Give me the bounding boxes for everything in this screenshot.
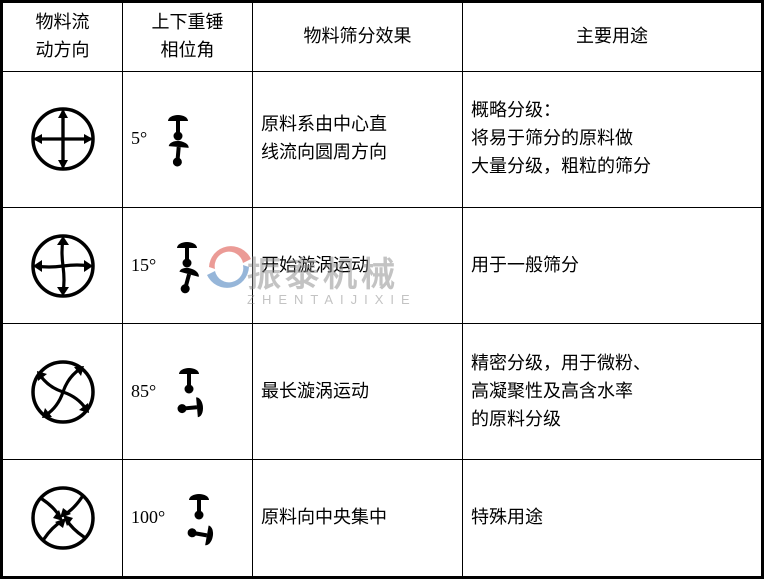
- effect-cell: 原料向中央集中: [253, 460, 463, 577]
- flow-cross-icon: [28, 104, 98, 174]
- hammer-icon: [167, 238, 207, 294]
- hammer-icon: [167, 364, 211, 420]
- screening-table: 物料流动方向 上下重锤相位角 物料筛分效果 主要用途: [2, 2, 762, 577]
- flow-icon-cell: [3, 460, 123, 577]
- angle-label: 5°: [131, 125, 147, 153]
- phase-cell: 15°: [123, 207, 253, 324]
- effect-cell: 开始漩涡运动: [253, 207, 463, 324]
- phase-cell: 85°: [123, 324, 253, 460]
- use-cell: 概略分级：将易于筛分的原料做大量分级，粗粒的筛分: [463, 71, 762, 207]
- flow-icon-cell: [3, 71, 123, 207]
- flow-swirl-slight-icon: [28, 231, 98, 301]
- header-row: 物料流动方向 上下重锤相位角 物料筛分效果 主要用途: [3, 3, 762, 72]
- table-wrapper: 物料流动方向 上下重锤相位角 物料筛分效果 主要用途: [0, 0, 764, 579]
- phase-cell: 100°: [123, 460, 253, 577]
- angle-label: 85°: [131, 378, 156, 406]
- use-cell: 精密分级，用于微粉、高凝聚性及高含水率的原料分级: [463, 324, 762, 460]
- hammer-icon: [158, 111, 198, 167]
- table-row: 85° 最长漩涡运动 精密分级，用于微粉、高凝聚性及高含水率的原料: [3, 324, 762, 460]
- hammer-icon: [176, 490, 222, 546]
- header-phase: 上下重锤相位角: [123, 3, 253, 72]
- table-row: 15° 开始漩涡运动 用于一般筛分: [3, 207, 762, 324]
- angle-label: 15°: [131, 252, 156, 280]
- phase-cell: 5°: [123, 71, 253, 207]
- table-row: 5° 原料系由中心直线流向圆周方向 概略分级：将易于筛分的原料做大: [3, 71, 762, 207]
- flow-icon-cell: [3, 324, 123, 460]
- effect-cell: 原料系由中心直线流向圆周方向: [253, 71, 463, 207]
- header-flow: 物料流动方向: [3, 3, 123, 72]
- flow-swirl-strong-icon: [28, 357, 98, 427]
- header-use: 主要用途: [463, 3, 762, 72]
- use-cell: 特殊用途: [463, 460, 762, 577]
- table-row: 100° 原料向中央集中 特殊用途: [3, 460, 762, 577]
- effect-cell: 最长漩涡运动: [253, 324, 463, 460]
- angle-label: 100°: [131, 504, 165, 532]
- flow-swirl-inward-icon: [28, 483, 98, 553]
- header-effect: 物料筛分效果: [253, 3, 463, 72]
- flow-icon-cell: [3, 207, 123, 324]
- use-cell: 用于一般筛分: [463, 207, 762, 324]
